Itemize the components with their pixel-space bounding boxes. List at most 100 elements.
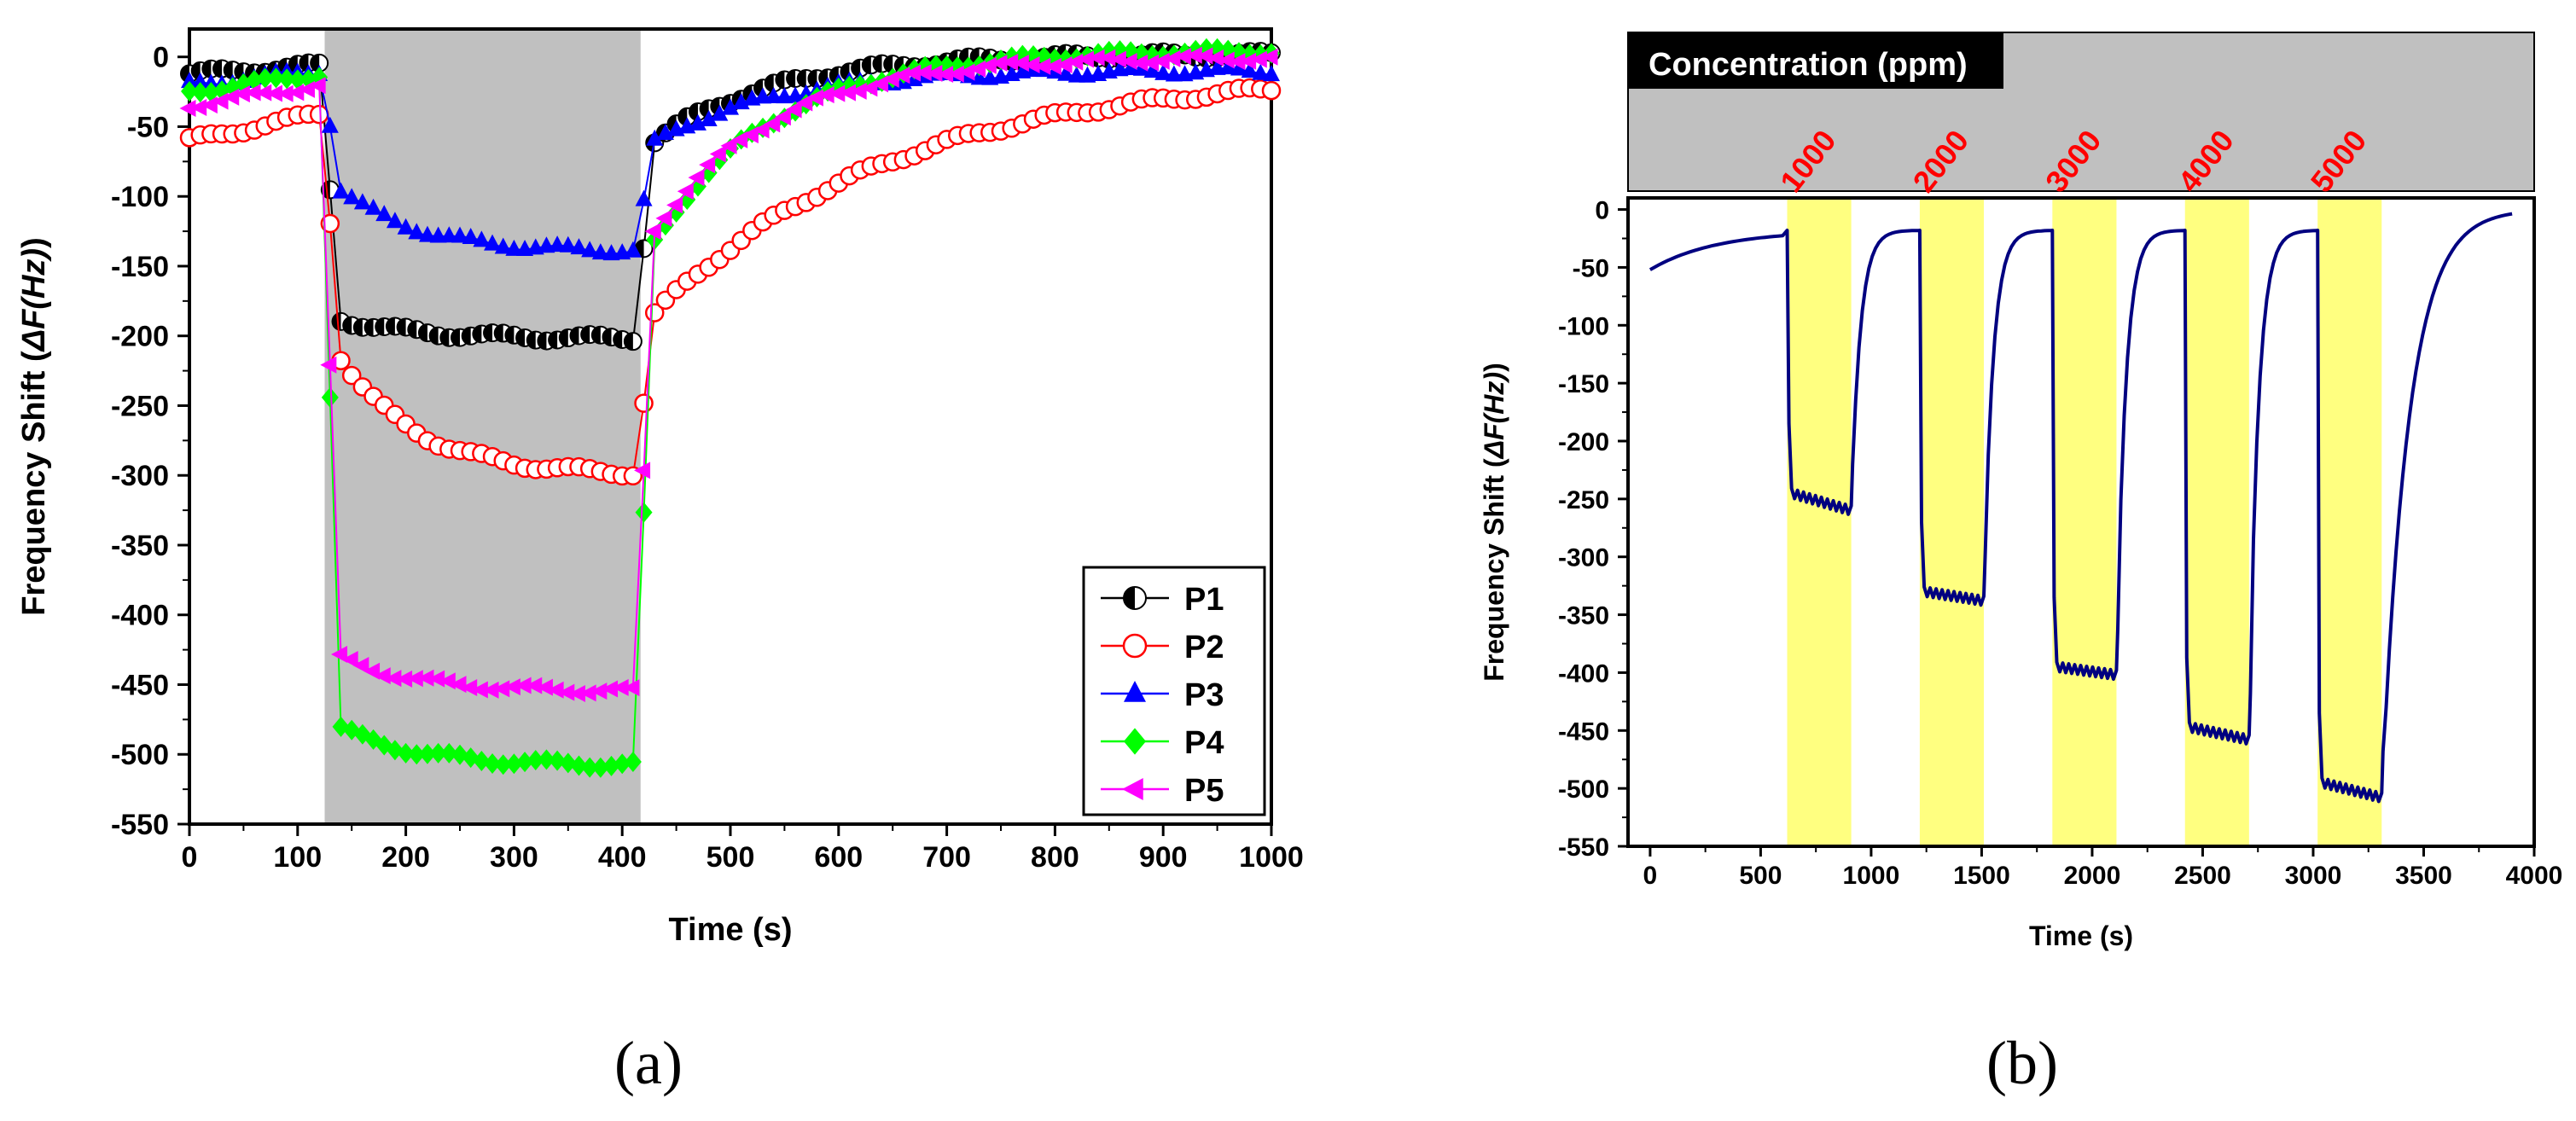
chart-b-x-tick-label: 3000 (2285, 862, 2342, 890)
chart-b-exposure-band (2184, 198, 2249, 846)
chart-a-marker (850, 82, 867, 100)
chart-a-marker (1055, 55, 1073, 73)
chart-a-marker (1122, 41, 1140, 62)
chart-a-marker (958, 63, 975, 81)
chart-a-marker (937, 66, 954, 84)
chart-a-marker (1034, 57, 1051, 75)
chart-a-marker (893, 67, 910, 84)
chart-a-marker (969, 60, 986, 78)
chart-a-marker (482, 681, 499, 699)
chart-a-marker (397, 742, 415, 764)
chart-a-marker (570, 238, 588, 255)
chart-a-y-tick-label: -150 (111, 251, 169, 283)
chart-a-marker (1067, 53, 1084, 71)
chart-a-marker (276, 84, 294, 102)
chart-a-marker (321, 386, 339, 408)
chart-a-marker (1122, 778, 1143, 800)
chart-a-marker (429, 742, 447, 764)
chart-a-marker (1165, 65, 1183, 82)
chart-a-series (179, 38, 1282, 778)
chart-a-marker (635, 502, 653, 523)
chart-a-marker (310, 53, 329, 73)
chart-b-y-tick-label: -150 (1558, 370, 1609, 398)
chart-a-x-tick-label: 800 (1031, 841, 1079, 874)
chart-a-marker (991, 54, 1008, 72)
chart-a-marker (1131, 54, 1148, 72)
chart-a-y-axis-label: Frequency Shift (ΔF(Hz)) (16, 237, 52, 616)
chart-a-marker (440, 226, 458, 243)
chart-a-marker (1154, 63, 1172, 80)
chart-a-marker (689, 113, 707, 131)
chart-a-legend-item: P2 (1101, 630, 1224, 665)
chart-a-marker (926, 65, 943, 83)
chart-a-marker (579, 684, 596, 702)
chart-a-marker (332, 182, 350, 199)
chart-a-marker (1164, 49, 1181, 67)
chart-a-marker (1219, 58, 1237, 75)
chart-a-marker (688, 169, 705, 187)
chart-a-marker (904, 64, 922, 82)
chart-a-marker (1044, 57, 1061, 75)
chart-a-marker (646, 129, 664, 146)
chart-b-y-tick-label: -100 (1558, 312, 1609, 340)
chart-a-marker (288, 84, 305, 102)
chart-a-marker (774, 108, 791, 126)
chart-a-marker (473, 230, 491, 247)
chart-a-marker (1122, 633, 1148, 659)
chart-a-marker (677, 183, 694, 200)
chart-b-exposure-band (2052, 198, 2117, 846)
chart-a-marker (602, 755, 620, 776)
chart-a-marker (364, 198, 382, 215)
chart-a-marker (1230, 59, 1247, 76)
chart-a-y-tick-label: -450 (111, 669, 169, 701)
chart-a-marker (309, 77, 326, 95)
chart-b-plot-frame (1626, 196, 2536, 848)
chart-a-legend: P1 P2 P3 P4 P5 (1082, 566, 1266, 816)
chart-a-marker (1088, 49, 1105, 67)
chart-a-marker (602, 680, 619, 698)
chart-a-marker (612, 678, 629, 696)
chart-a-legend-item: P3 (1101, 677, 1224, 713)
chart-a-marker (806, 89, 823, 107)
chart-a-marker (341, 651, 358, 669)
chart-a-legend-label: P5 (1184, 773, 1224, 809)
chart-a-marker (471, 681, 488, 699)
chart-a-marker (343, 188, 361, 205)
chart-a-ticks: 0 100 200 300 400 500 600 700 800 900 1000 0 -50 -100… (111, 42, 1304, 874)
chart-a-marker (406, 670, 423, 688)
chart-a-marker (256, 67, 274, 89)
chart-b-ticks: 0 500 1000 1500 2000 2500 3000 3500 4000 0 -50 -100… (1558, 197, 2562, 890)
chart-a-marker (191, 82, 209, 103)
chart-a-marker (1002, 54, 1019, 72)
chart-a-marker (202, 73, 220, 90)
chart-a-marker (623, 679, 640, 697)
chart-a-y-tick-label: -100 (111, 181, 169, 213)
chart-a-marker (1153, 52, 1170, 70)
chart-a-marker (353, 193, 371, 210)
chart-a-marker (590, 682, 608, 700)
chart-a-legend-item: P5 (1101, 773, 1224, 809)
chart-a-marker (223, 88, 240, 106)
chart-a-marker (1077, 50, 1094, 68)
chart-a-marker (570, 755, 588, 776)
chart-a-marker (408, 744, 426, 765)
chart-a-marker (1229, 53, 1246, 71)
chart-a-x-tick-label: 400 (598, 841, 647, 874)
chart-a-marker (947, 65, 964, 83)
chart-b-y-tick-label: -250 (1558, 486, 1609, 514)
chart-a-marker (526, 677, 543, 694)
chart-a-marker (429, 226, 447, 243)
chart-a-series-p2 (179, 78, 1282, 486)
chart-a-legend-item: P1 (1101, 582, 1224, 618)
chart-a-x-tick-label: 700 (922, 841, 971, 874)
chart-a-legend-label: P4 (1184, 725, 1224, 761)
chart-a-marker (461, 678, 478, 696)
chart-a-marker (613, 753, 631, 775)
chart-a-marker (439, 672, 456, 690)
chart-b-exposure-bands (1787, 198, 2382, 846)
chart-a-marker (1175, 48, 1192, 66)
chart-a-marker (1219, 39, 1237, 61)
chart-a-y-tick-label: 0 (153, 42, 169, 74)
chart-a-marker (516, 752, 534, 773)
chart-b-y-tick-label: -50 (1573, 254, 1609, 282)
